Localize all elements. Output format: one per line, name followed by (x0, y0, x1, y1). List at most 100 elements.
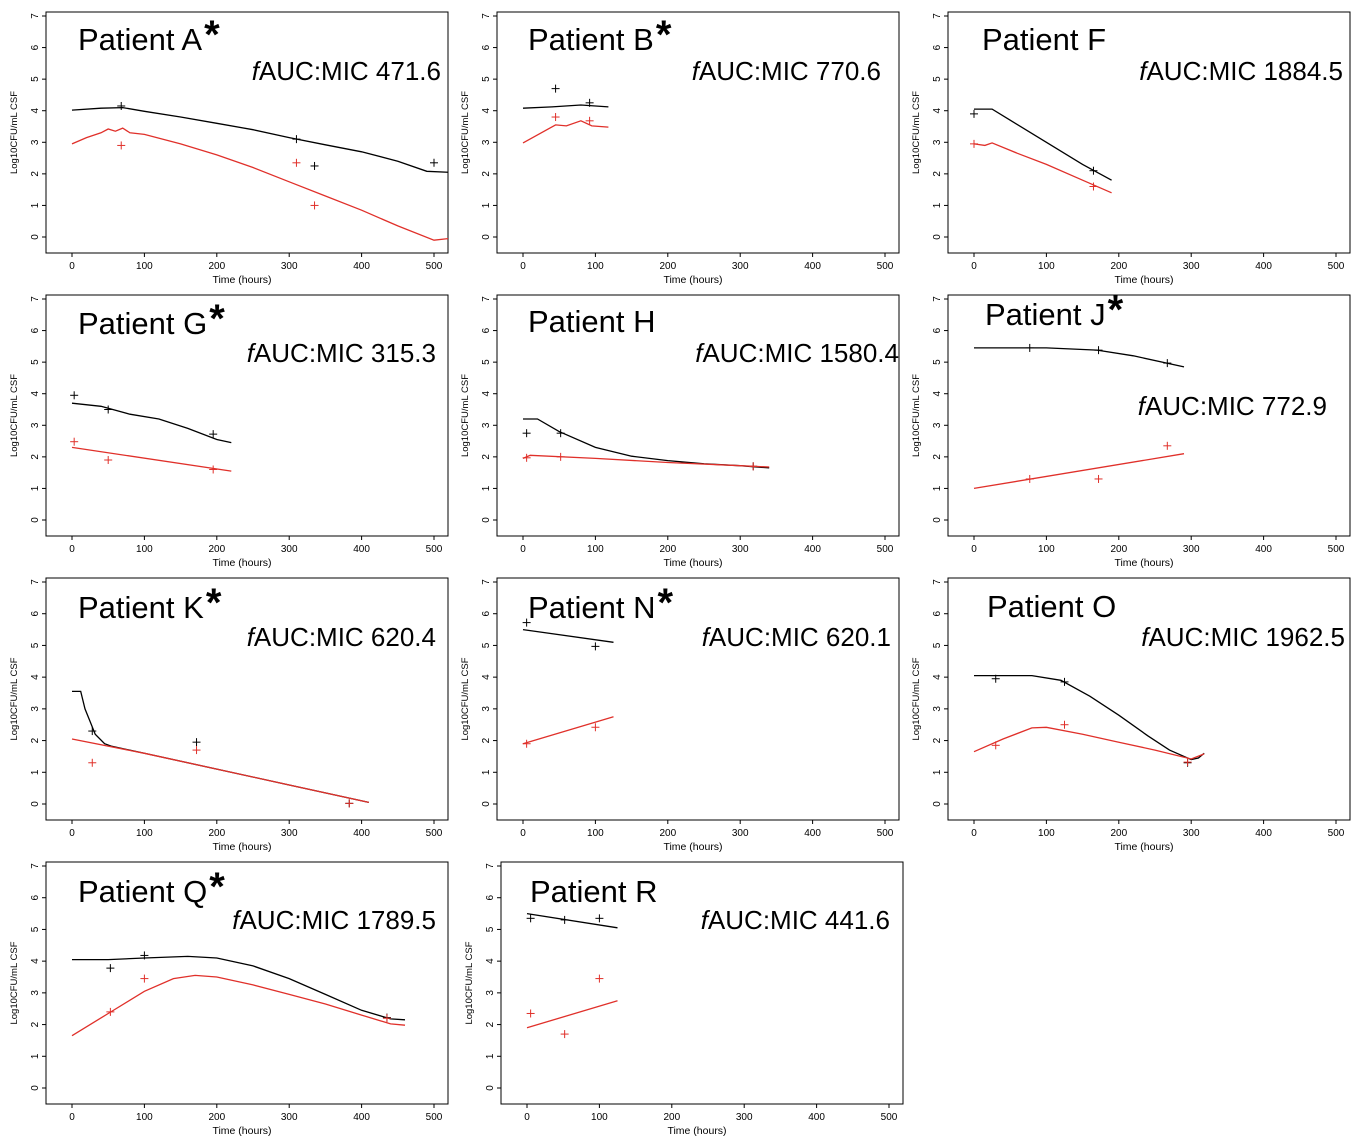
black-model-line (71, 106, 448, 173)
fauc-mic-label: fAUC:MIC 620.1 (702, 622, 891, 652)
red-observed-point (104, 456, 113, 465)
x-tick-label: 400 (1255, 544, 1272, 555)
plot-frame (45, 577, 449, 821)
y-tick-label: 0 (481, 517, 492, 523)
y-tick-label: 0 (932, 234, 943, 240)
x-tick-label: 0 (520, 544, 526, 555)
black-observed-point (1060, 677, 1069, 686)
x-tick-label: 100 (136, 544, 153, 555)
fauc-mic-label: fAUC:MIC 471.6 (252, 56, 441, 86)
y-tick-label: 0 (30, 801, 41, 807)
y-tick-label: 4 (485, 958, 496, 964)
panel-title: Patient G (78, 306, 207, 341)
x-tick-label: 100 (1038, 544, 1055, 555)
x-tick-label: 0 (971, 261, 977, 272)
x-tick-label: 500 (426, 544, 443, 555)
y-tick-label: 7 (932, 296, 943, 302)
y-tick-label: 7 (481, 579, 492, 585)
fauc-mic-label: fAUC:MIC 1962.5 (1141, 622, 1345, 652)
significance-asterisk: * (204, 13, 220, 57)
y-tick-label: 6 (30, 610, 41, 616)
x-tick-label: 100 (136, 828, 153, 839)
y-axis-label: Log10CFU/mL CSF (460, 374, 471, 457)
x-tick-label: 500 (1328, 544, 1345, 555)
black-observed-point (970, 109, 978, 118)
black-model-line (974, 108, 1112, 181)
black-model-line (974, 674, 1205, 761)
y-tick-label: 1 (481, 769, 492, 775)
x-tick-label: 500 (877, 544, 894, 555)
fauc-mic-label: fAUC:MIC 1789.5 (232, 905, 436, 935)
y-tick-label: 3 (30, 990, 41, 996)
red-observed-point (140, 974, 149, 983)
y-tick-label: 5 (30, 76, 41, 82)
black-model-line (974, 347, 1185, 368)
y-tick-label: 2 (481, 737, 492, 743)
x-tick-label: 300 (281, 1112, 298, 1123)
significance-asterisk: * (658, 581, 674, 625)
red-model-line (973, 142, 1112, 194)
y-tick-label: 4 (481, 107, 492, 113)
y-tick-label: 7 (30, 13, 41, 19)
y-tick-label: 0 (30, 234, 41, 240)
x-tick-label: 400 (1255, 828, 1272, 839)
red-model-line (71, 446, 232, 472)
red-observed-point (106, 1007, 115, 1016)
red-observed-point (591, 723, 600, 732)
x-axis-label: Time (hours) (212, 841, 271, 853)
y-tick-label: 4 (481, 674, 492, 680)
x-tick-label: 0 (971, 544, 977, 555)
red-observed-point (70, 437, 79, 446)
y-tick-label: 4 (30, 674, 41, 680)
x-tick-label: 500 (426, 828, 443, 839)
y-tick-label: 2 (481, 171, 492, 177)
panel-title: Patient O (987, 589, 1116, 624)
y-tick-label: 5 (485, 926, 496, 932)
black-observed-point (70, 391, 79, 400)
y-tick-label: 1 (30, 202, 41, 208)
series-layer (522, 84, 609, 144)
red-observed-point (991, 741, 1000, 750)
black-observed-point (104, 405, 113, 414)
x-tick-label: 0 (69, 544, 75, 555)
y-tick-label: 5 (481, 642, 492, 648)
x-tick-label: 100 (587, 544, 604, 555)
x-tick-label: 200 (1110, 544, 1127, 555)
y-tick-label: 7 (481, 13, 492, 19)
x-tick-label: 200 (1110, 828, 1127, 839)
x-tick-label: 200 (208, 261, 225, 272)
red-observed-point (522, 453, 531, 462)
fauc-mic-label: fAUC:MIC 1884.5 (1139, 56, 1343, 86)
y-tick-label: 5 (30, 926, 41, 932)
panel-patient-a: 0 100 200 300 400 500 0 1 2 3 4 5 6 7 Time (hours) Log1… (9, 11, 449, 286)
red-observed-point (209, 465, 218, 474)
significance-asterisk: * (1108, 288, 1124, 332)
y-tick-label: 2 (932, 171, 943, 177)
x-tick-label: 0 (971, 828, 977, 839)
y-tick-label: 2 (30, 737, 41, 743)
y-tick-label: 3 (30, 139, 41, 145)
black-model-line (523, 418, 770, 469)
y-tick-label: 3 (485, 990, 496, 996)
x-tick-label: 200 (663, 1112, 680, 1123)
black-observed-point (140, 951, 149, 960)
black-model-line (72, 690, 369, 804)
red-model-line (522, 120, 609, 144)
x-tick-label: 0 (520, 261, 526, 272)
y-axis-label: Log10CFU/mL CSF (911, 657, 922, 740)
y-tick-label: 4 (932, 390, 943, 396)
plot-frame (45, 11, 449, 254)
x-tick-label: 0 (520, 828, 526, 839)
x-tick-label: 0 (69, 1112, 75, 1123)
y-tick-label: 4 (30, 958, 41, 964)
y-tick-label: 1 (481, 485, 492, 491)
y-axis-label: Log10CFU/mL CSF (9, 941, 20, 1024)
black-observed-point (88, 727, 97, 736)
x-tick-label: 0 (524, 1112, 530, 1123)
y-tick-label: 7 (481, 296, 492, 302)
x-axis-label: Time (hours) (1114, 274, 1173, 286)
plot-frame (45, 294, 449, 537)
significance-asterisk: * (206, 581, 222, 625)
panel-title: Patient R (530, 874, 658, 909)
series-layer (970, 108, 1112, 194)
